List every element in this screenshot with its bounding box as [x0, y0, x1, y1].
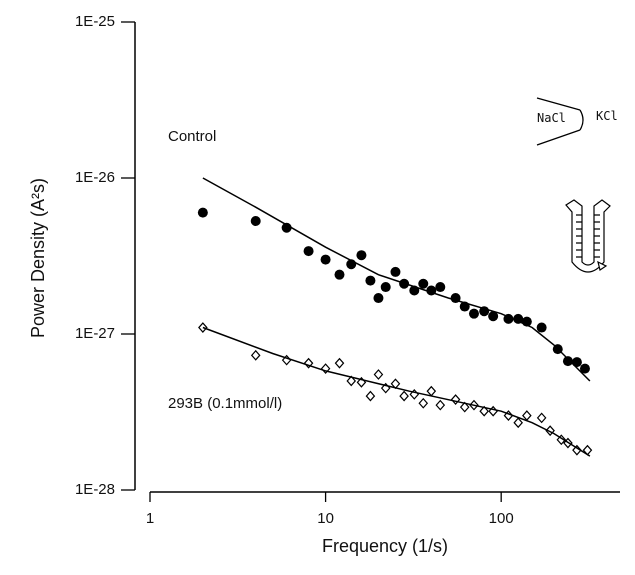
fit-line	[202, 177, 591, 382]
point	[250, 349, 261, 361]
point	[390, 266, 401, 277]
point	[334, 269, 345, 280]
point	[197, 207, 208, 218]
y-tick-label: 1E-26	[75, 169, 115, 186]
point	[468, 308, 479, 319]
point	[373, 293, 384, 304]
point	[365, 275, 376, 286]
point	[562, 356, 573, 367]
point	[320, 254, 331, 265]
icon-channel	[565, 199, 611, 273]
x-tick-label: 10	[317, 510, 334, 527]
point	[556, 434, 567, 446]
point	[365, 390, 376, 402]
point	[545, 425, 555, 437]
point	[303, 357, 314, 369]
point	[522, 410, 532, 421]
point	[479, 405, 489, 417]
annotation: KCl	[596, 109, 618, 123]
point	[356, 250, 367, 261]
y-axis-label: Power Density (A²s)	[28, 178, 48, 338]
point	[426, 385, 437, 397]
point	[459, 401, 470, 413]
point	[571, 357, 582, 368]
annotation: 293B (0.1mmol/l)	[168, 395, 282, 412]
point	[513, 417, 523, 429]
point	[281, 222, 292, 233]
point	[579, 363, 590, 374]
point	[513, 313, 524, 324]
point	[488, 311, 499, 322]
x-tick-label: 1	[146, 510, 154, 527]
point	[380, 282, 391, 293]
point	[399, 390, 409, 402]
y-tick-label: 1E-27	[75, 325, 115, 342]
icon-solutions	[536, 97, 584, 146]
annotation: Control	[168, 128, 216, 145]
point	[435, 282, 446, 293]
point	[488, 405, 498, 417]
point	[198, 322, 208, 333]
point	[303, 246, 314, 257]
point	[572, 444, 582, 456]
y-tick-label: 1E-25	[75, 13, 115, 30]
fit-line	[202, 326, 591, 457]
point	[250, 216, 261, 227]
x-tick-label: 100	[489, 510, 514, 527]
point	[373, 369, 384, 380]
point	[536, 412, 547, 424]
point	[418, 278, 429, 289]
point	[450, 394, 461, 405]
y-tick-label: 1E-28	[75, 481, 115, 498]
point	[435, 399, 446, 411]
point	[418, 397, 429, 409]
point	[334, 357, 345, 369]
x-axis-label: Frequency (1/s)	[322, 536, 448, 556]
point	[346, 375, 357, 387]
point	[536, 322, 547, 333]
annotation: NaCl	[537, 111, 566, 125]
